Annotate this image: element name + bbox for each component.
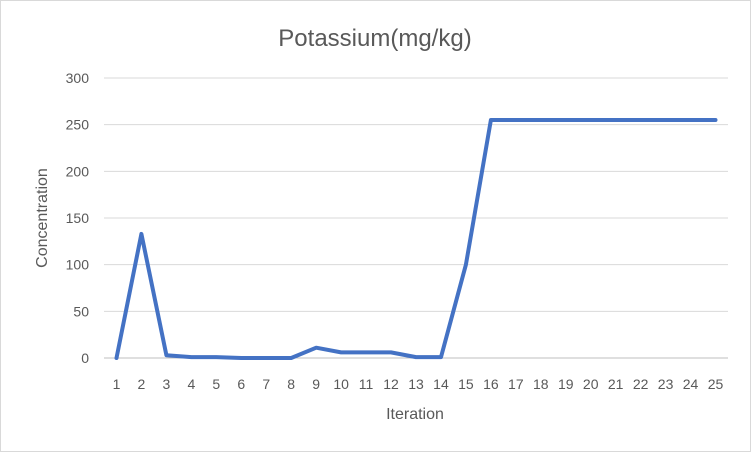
x-tick-label: 16	[483, 376, 499, 392]
y-axis-title: Concentration	[34, 168, 51, 268]
y-tick-label: 150	[66, 210, 90, 226]
x-tick-label: 19	[558, 376, 574, 392]
x-tick-label: 6	[237, 376, 245, 392]
x-tick-label: 18	[533, 376, 549, 392]
series-layer	[114, 118, 718, 360]
y-tick-label: 100	[66, 257, 90, 273]
x-tick-label: 14	[433, 376, 449, 392]
x-tick-label: 17	[508, 376, 524, 392]
x-tick-label: 9	[312, 376, 320, 392]
x-tick-label: 8	[287, 376, 295, 392]
x-tick-label: 25	[708, 376, 724, 392]
x-tick-label: 3	[163, 376, 171, 392]
y-tick-label: 250	[66, 117, 90, 133]
x-tick-label: 22	[633, 376, 649, 392]
y-axis-ticks: 0 50 100 150 200 250 300	[66, 70, 90, 366]
x-tick-label: 24	[683, 376, 699, 392]
y-tick-label: 0	[81, 350, 89, 366]
x-tick-label: 7	[262, 376, 270, 392]
x-tick-label: 23	[658, 376, 674, 392]
x-tick-label: 1	[113, 376, 121, 392]
x-tick-label: 12	[383, 376, 399, 392]
x-tick-label: 21	[608, 376, 624, 392]
x-tick-label: 2	[138, 376, 146, 392]
x-axis-title: Iteration	[386, 406, 444, 423]
x-axis-ticks: 1 2 3 4 5 6 7 8 9 10 11 12 13 14 15 16 17 18 19 20 21 22 23 24 2…	[113, 376, 724, 392]
y-tick-label: 300	[66, 70, 90, 86]
x-tick-label: 4	[187, 376, 195, 392]
x-tick-label: 11	[359, 376, 374, 392]
y-tick-label: 50	[73, 303, 89, 319]
y-tick-label: 200	[66, 163, 90, 179]
x-tick-label: 10	[333, 376, 349, 392]
chart-title: Potassium(mg/kg)	[278, 25, 471, 52]
x-tick-label: 20	[583, 376, 599, 392]
x-tick-label: 5	[212, 376, 220, 392]
series-line	[114, 118, 718, 360]
x-tick-label: 15	[458, 376, 474, 392]
x-tick-label: 13	[408, 376, 424, 392]
